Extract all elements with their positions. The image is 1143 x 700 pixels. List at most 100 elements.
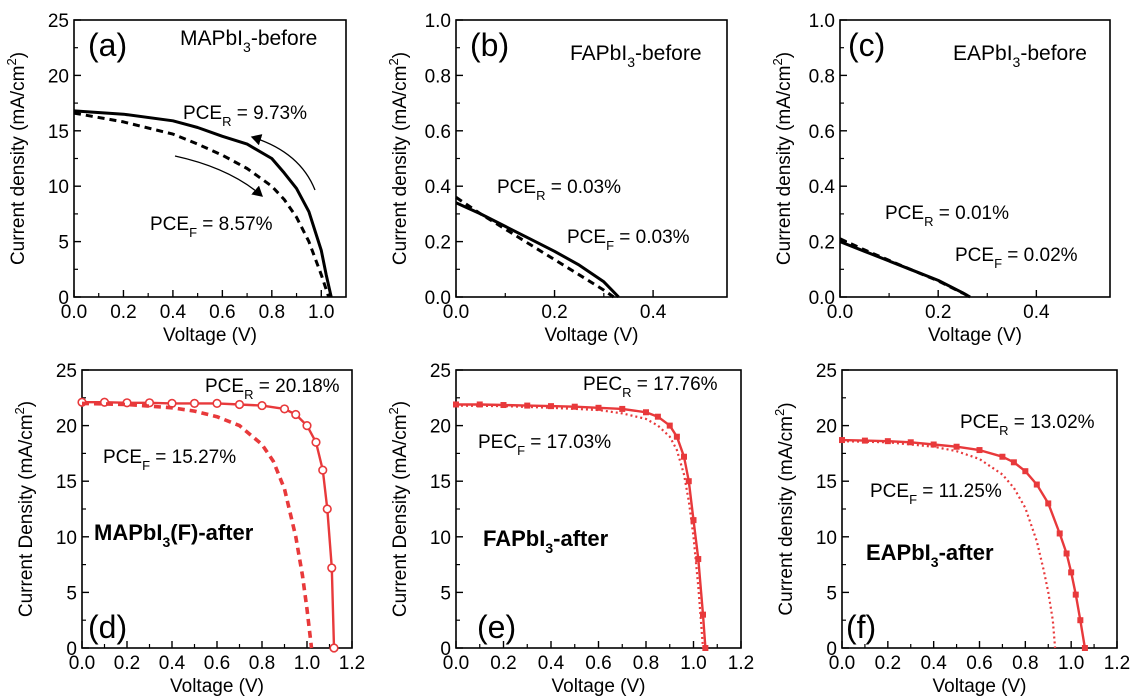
x-tick-label: 0.6	[966, 653, 992, 674]
x-tick-label: 0.2	[875, 653, 901, 674]
x-tick-label: 0.0	[827, 302, 853, 323]
y-axis-label-sup: 2	[4, 58, 19, 65]
annotation-sub: F	[909, 492, 917, 507]
annotation-sub: F	[994, 256, 1002, 271]
x-tick-label: 0.0	[443, 302, 469, 323]
y-axis-label-tail: )	[774, 52, 795, 58]
x-tick-label: 0.0	[69, 653, 95, 674]
x-axis-label: Voltage (V)	[170, 676, 264, 697]
y-tick-label: 5	[66, 583, 77, 604]
annotation-sub: F	[189, 225, 197, 240]
y-tick-label: 25	[430, 361, 451, 382]
sample-name-sub: 3	[162, 534, 170, 550]
data-point-square	[1081, 645, 1088, 651]
panel-b: 0.0 0.2 0.4 0.0 0.2 0.4 0.6 0.8 1.0 Voltage (V) Cu…	[386, 11, 728, 346]
sample-name-suffix: -before	[251, 27, 318, 50]
data-point-square	[700, 611, 706, 618]
data-point-square	[666, 422, 673, 429]
sample-name: MAPbI3(F)-after	[94, 520, 254, 550]
x-tick-label: 0.8	[259, 302, 285, 323]
panel-label: (d)	[88, 609, 127, 645]
x-tick-label: 0.0	[61, 302, 87, 323]
annotation-value: = 17.76%	[631, 374, 717, 395]
y-tick-label: 0.6	[809, 122, 835, 143]
x-axis-label: Voltage (V)	[552, 676, 646, 697]
data-point-square	[930, 441, 937, 448]
panel-label: (b)	[470, 27, 509, 63]
annotation-value: = 0.02%	[1002, 245, 1078, 266]
y-tick-label: 20	[430, 417, 451, 438]
x-tick-label: 1.2	[1104, 653, 1130, 674]
data-point-square	[1068, 569, 1075, 576]
series-dotted-line	[841, 440, 1057, 649]
y-tick-label: 0	[66, 639, 77, 660]
annotation-label: PCEF = 8.57%	[150, 214, 273, 240]
data-point-square	[476, 401, 483, 408]
data-point-circle	[329, 643, 339, 653]
y-axis-label: Current Density (mA/cm2)	[386, 401, 411, 617]
x-axis-label: Voltage (V)	[545, 325, 639, 346]
annotation-label: PCER = 0.03%	[497, 177, 621, 203]
data-point-square	[619, 405, 626, 412]
y-tick-label: 1.0	[425, 11, 451, 32]
x-tick-label: 0.4	[159, 653, 186, 674]
y-tick-label: 0.4	[425, 177, 452, 198]
annotation-label: PCEF = 15.27%	[103, 447, 236, 473]
y-axis-label-tail: )	[8, 52, 29, 58]
annotation-label: PECF = 17.03%	[478, 432, 611, 458]
x-tick-label: 0.4	[538, 653, 565, 674]
y-axis-label-text: Current Density (mA/cm	[390, 414, 411, 617]
y-axis-label-text: Current density (mA/cm	[8, 66, 29, 266]
y-axis-label-tail: )	[390, 52, 411, 58]
y-axis-label: Current density (mA/cm2)	[770, 52, 795, 265]
data-point-square	[654, 413, 661, 420]
data-point-square	[907, 439, 914, 446]
data-point-square	[861, 437, 868, 444]
annotation-label: PCER = 0.01%	[885, 203, 1009, 229]
sample-name: EAPbI3-before	[953, 42, 1087, 70]
data-point-square	[839, 437, 845, 444]
reverse-scan-arrow	[250, 134, 316, 191]
annotation-sub: F	[517, 443, 525, 458]
annotation-sub: R	[536, 188, 545, 203]
sample-name-suffix: -after	[939, 540, 994, 565]
x-tick-label: 0.2	[925, 302, 951, 323]
x-tick-label: 0.2	[541, 302, 567, 323]
y-axis-label-tail: )	[390, 401, 411, 407]
x-axis-label: Voltage (V)	[928, 325, 1022, 346]
y-axis-label: Current density (mA/cm2)	[386, 52, 411, 265]
annotation-label: PCEF = 0.03%	[567, 227, 690, 253]
series-solid-line	[73, 109, 333, 298]
data-point-square	[571, 403, 578, 410]
panel-e: 0.0 0.2 0.4 0.6 0.8 1.0 1.2 0 5 10 15 20 25 Voltage (…	[386, 361, 754, 697]
data-point-square	[1010, 459, 1017, 466]
data-point-square	[695, 556, 702, 563]
annotation-base: PCE	[183, 103, 222, 124]
data-point-square	[976, 447, 983, 454]
sample-name: FAPbI3-after	[483, 526, 609, 556]
annotation-value: = 15.27%	[150, 447, 236, 468]
x-tick-label: 1.0	[680, 653, 706, 674]
annotation-base: PCE	[103, 447, 142, 468]
y-tick-label: 15	[48, 122, 69, 143]
y-tick-label: 10	[816, 528, 837, 549]
annotation-value: = 20.18%	[253, 376, 339, 397]
annotation-sub: R	[222, 114, 231, 129]
y-tick-label: 15	[816, 472, 837, 493]
x-tick-label: 0.2	[490, 653, 516, 674]
annotation-value: = 0.03%	[614, 227, 690, 248]
y-axis-label-sup: 2	[772, 409, 787, 416]
data-point-square	[1063, 550, 1070, 557]
data-point-square	[685, 478, 692, 485]
annotation-label: PCER = 9.73%	[183, 103, 307, 129]
y-tick-label: 5	[58, 233, 69, 254]
sample-name-sub: 3	[545, 540, 553, 556]
x-tick-label: 0.2	[114, 653, 140, 674]
y-tick-label: 25	[56, 361, 77, 382]
y-axis-label-tail: )	[776, 402, 797, 408]
y-tick-label: 0	[440, 639, 451, 660]
panel-label: (f)	[846, 609, 876, 645]
x-tick-label: 0.4	[640, 302, 667, 323]
sample-name: FAPbI3-before	[570, 42, 702, 70]
